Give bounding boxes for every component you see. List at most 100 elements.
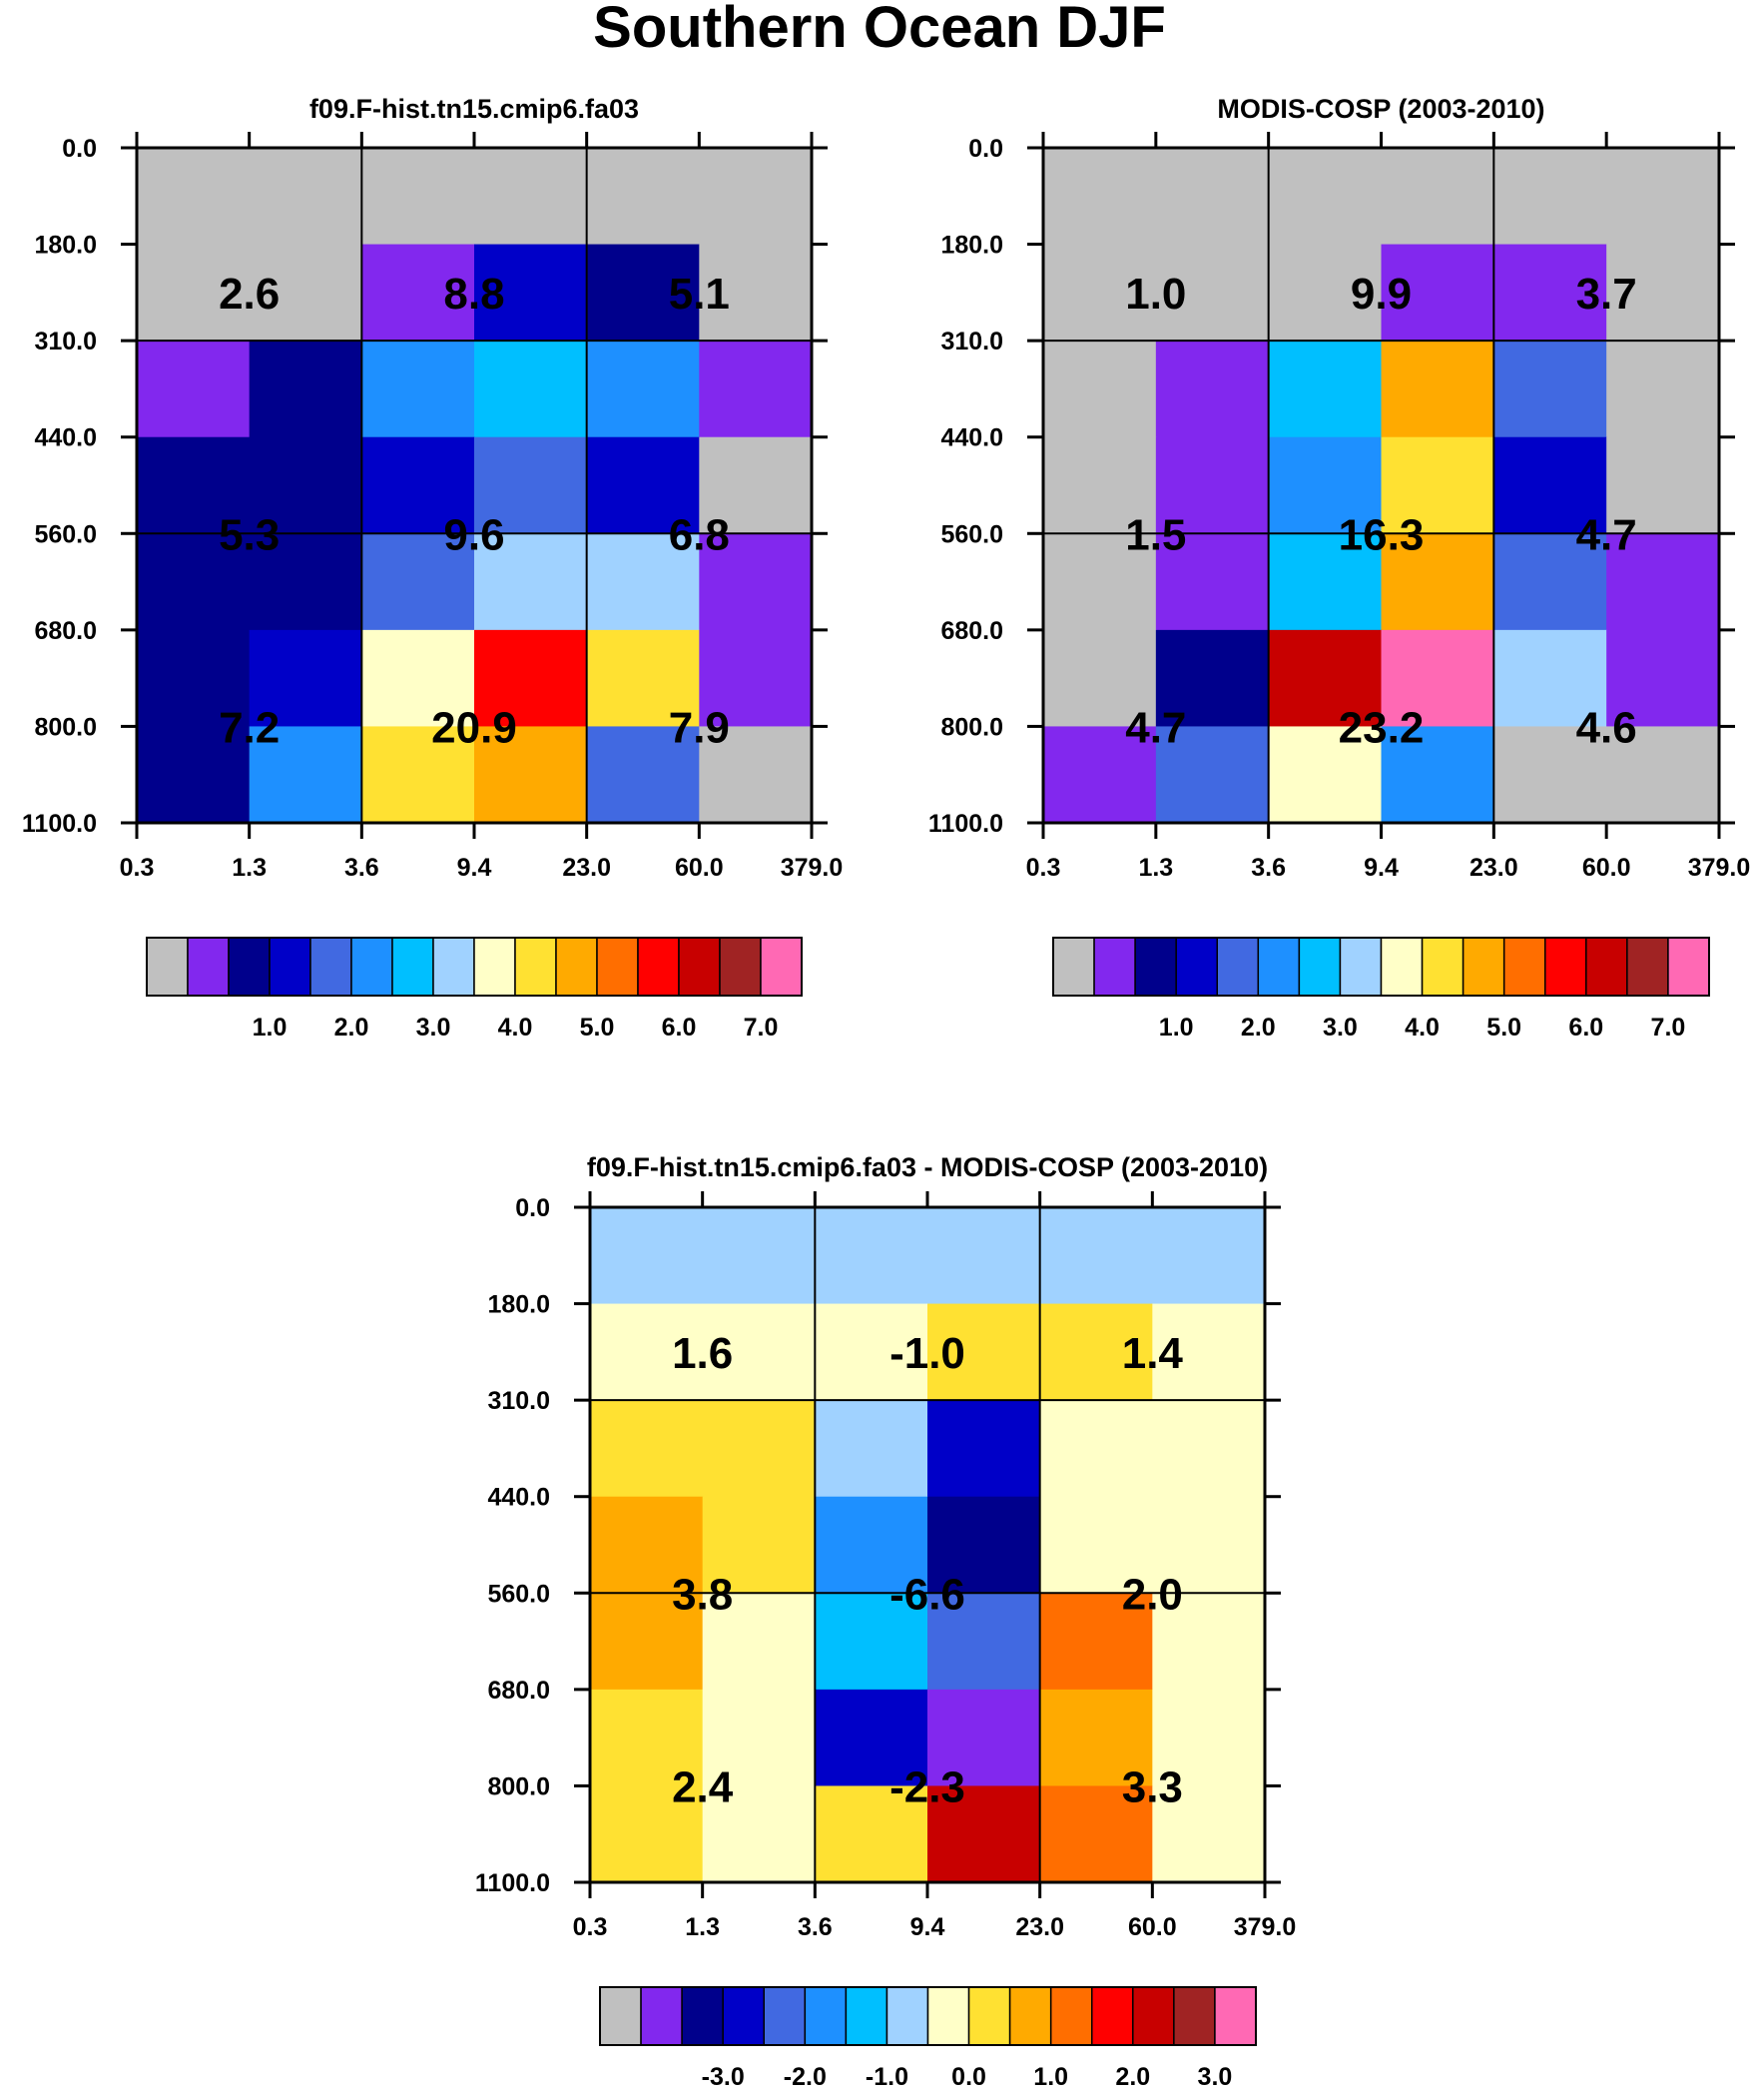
y-tick-label: 310.0 [487,1387,550,1415]
heatmap-cell [1152,1400,1266,1498]
colorbar-swatch [926,1986,970,2046]
heatmap-cell [699,436,813,534]
heatmap-cell [590,1207,704,1305]
heatmap-cell [815,1593,928,1691]
heatmap-cell [586,341,700,438]
heatmap-cell [1606,436,1720,534]
heatmap-cell [1493,148,1607,246]
x-tick-label: 3.6 [344,854,379,882]
heatmap-cell [702,1593,816,1691]
colorbar-label: 1.0 [1033,2063,1068,2091]
heatmap-cell [474,629,588,728]
x-tick-label: 1.3 [232,854,267,882]
colorbar-swatch [1052,937,1095,997]
heatmap-cell [590,1303,704,1401]
y-tick-label: 180.0 [940,232,1003,260]
box-value-label: 1.6 [672,1329,733,1378]
box-value-label: 1.0 [1125,270,1186,319]
heatmap-cell [586,244,700,342]
colorbar-swatch [1134,937,1177,997]
colorbar-swatch [845,1986,888,2046]
x-tick-label: 60.0 [1582,854,1631,882]
heatmap-cell [815,1207,928,1305]
x-tick-label: 9.4 [910,1913,945,1941]
heatmap-cell [1381,244,1494,342]
y-tick-label: 1100.0 [22,810,97,838]
heatmap-cell [1039,1689,1153,1787]
colorbar-swatch [1585,937,1628,997]
y-tick-label: 560.0 [940,520,1003,548]
heatmap-cell [249,148,362,246]
colorbar-swatch [760,937,803,997]
y-tick-label: 800.0 [34,713,97,741]
heatmap-cell [1493,436,1607,534]
heatmap-cell [137,148,251,246]
heatmap-cell [361,726,475,824]
heatmap-cell [699,629,813,728]
heatmap-cell [1493,629,1607,728]
box-value-label: 3.3 [1122,1762,1183,1811]
x-tick-label: 60.0 [675,854,724,882]
heatmap-cell [1268,533,1383,631]
colorbar-label: 4.0 [1405,1014,1440,1042]
heatmap-cell [815,1689,928,1787]
heatmap-cell [1152,1207,1266,1305]
colorbar-swatch [1049,1986,1093,2046]
heatmap-cell [1606,148,1720,246]
box-value-label: 8.8 [443,270,504,319]
colorbar-swatch [885,1986,929,2046]
y-tick-label: 440.0 [487,1484,550,1512]
y-tick-label: 440.0 [34,424,97,452]
heatmap-cell [586,436,700,534]
heatmap-cell [249,726,362,824]
box-value-label: 20.9 [431,703,517,752]
heatmap-cell [1043,533,1157,631]
heatmap-cell [474,148,588,246]
colorbar-swatch [514,937,557,997]
x-tick-label: 23.0 [1015,1913,1064,1941]
colorbar-swatch [763,1986,807,2046]
heatmap-cell [1039,1400,1153,1498]
colorbar-frame [1052,937,1710,997]
heatmap-cell [474,533,588,631]
heatmap-cell [361,244,475,342]
colorbar-swatch [1502,937,1546,997]
heatmap-cell [1039,1303,1153,1401]
colorbar-frame [599,1986,1257,2046]
heatmap-cell [1606,726,1720,824]
colorbar-swatch [722,1986,765,2046]
heatmap-cell [699,726,813,824]
heatmap-cell [1155,629,1270,728]
heatmap-cell [361,533,475,631]
box-value-label: 5.3 [219,510,280,559]
y-tick-label: 1100.0 [928,810,1003,838]
heatmap-cell [815,1785,928,1883]
heatmap-cell [1152,1496,1266,1594]
box-value-label: 4.7 [1125,703,1186,752]
heatmap-cell [702,1303,816,1401]
colorbar-label: 2.0 [1241,1014,1276,1042]
heatmap-cell [1493,341,1607,438]
box-value-label: -6.6 [889,1570,965,1619]
heatmap-cell [1152,1303,1266,1401]
heatmap-cell [590,1593,704,1691]
colorbar-label: 3.0 [1323,1014,1358,1042]
colorbar-swatch [1008,1986,1052,2046]
colorbar-label: 1.0 [1159,1014,1194,1042]
heatmap-cell [249,533,362,631]
colorbar-swatch [1339,937,1383,997]
heatmap-cell [1606,533,1720,631]
heatmap-cell [590,1785,704,1883]
heatmap-cell [1493,533,1607,631]
colorbar-label: 7.0 [1651,1014,1686,1042]
heatmap-cell [590,1689,704,1787]
heatmap-cell [137,726,251,824]
panel-title: MODIS-COSP (2003-2010) [1217,94,1544,124]
colorbar-swatch [309,937,352,997]
y-tick-label: 310.0 [34,328,97,355]
x-tick-label: 3.6 [798,1913,833,1941]
heatmap-cell [361,629,475,728]
y-tick-label: 560.0 [487,1580,550,1608]
colorbar-swatch [473,937,516,997]
